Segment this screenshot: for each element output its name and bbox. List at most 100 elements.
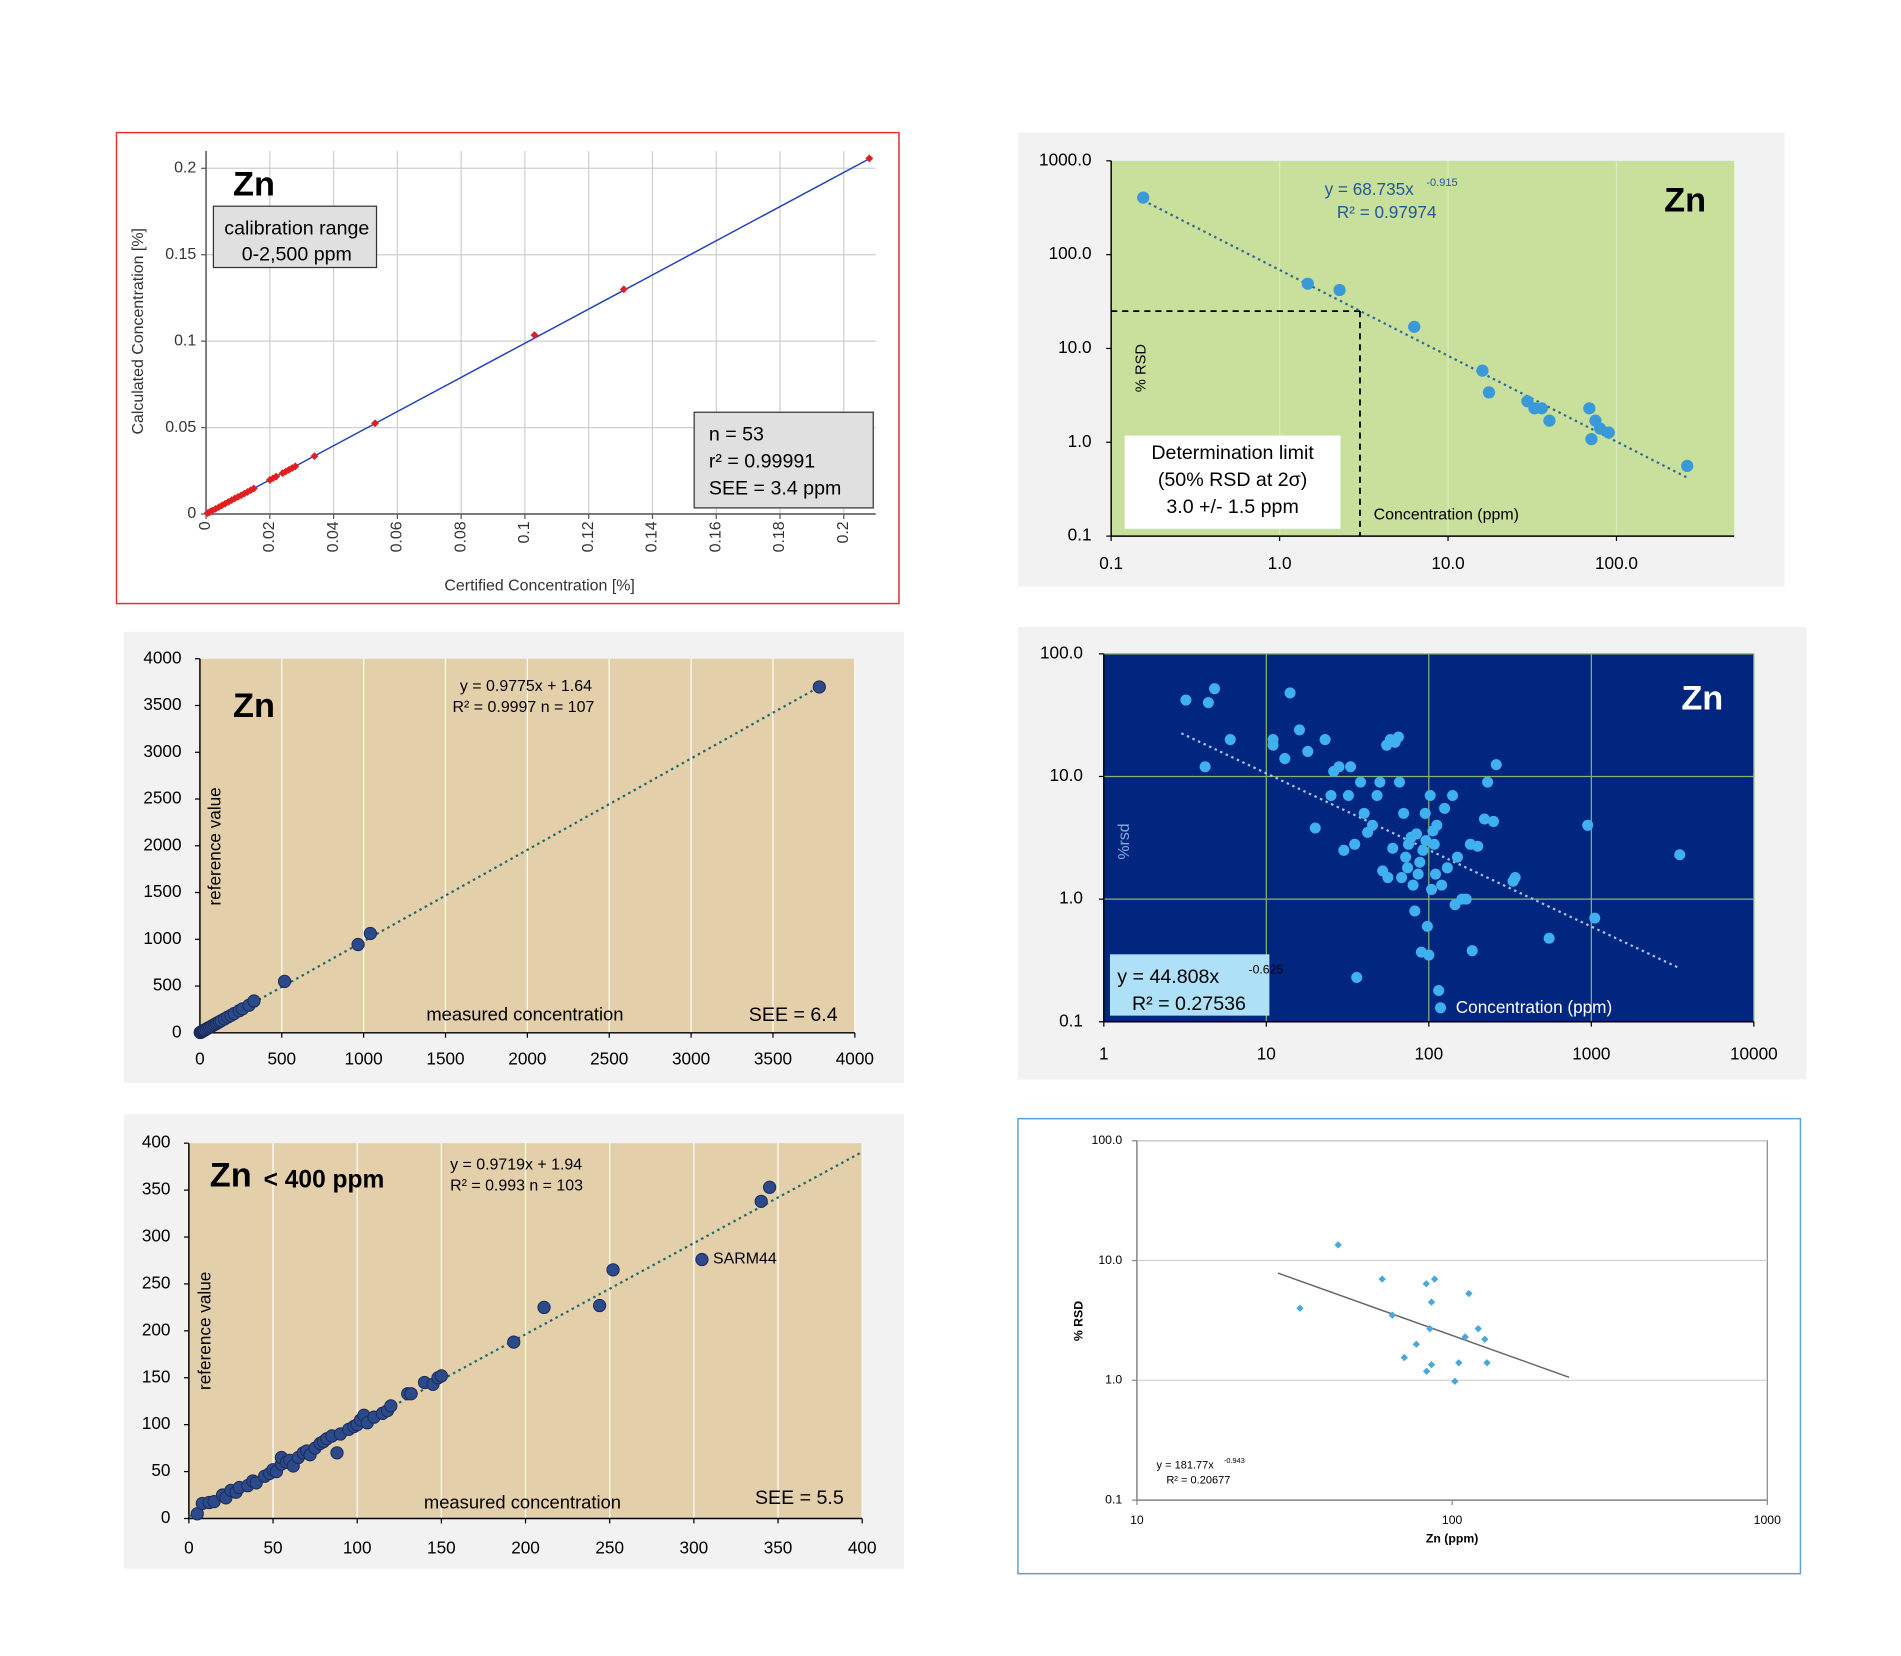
point [277,974,292,989]
annotation: SEE = 5.5 [755,1487,844,1509]
x-tick-label: 1000 [1572,1043,1610,1063]
point [351,937,365,952]
point [1474,1324,1482,1333]
annotation: R² = 0.20677 [1166,1474,1230,1486]
chart-title: Zn [1664,182,1706,220]
point [1487,815,1500,827]
y-tick-label: 10.0 [1098,1253,1122,1267]
y-tick-label: 100 [142,1413,171,1433]
point [1400,851,1412,863]
point [404,1387,418,1401]
point [606,1263,620,1277]
annotation: SEE = 6.4 [749,1004,838,1026]
y-tick-label: 1.0 [1105,1373,1122,1387]
point [754,1194,768,1208]
point [1455,1359,1463,1367]
annotation: 0-2,500 ppm [242,243,352,265]
annotation: n = 53 [709,424,764,446]
annotation: -0.625 [1249,963,1284,977]
annotation: -0.915 [1426,177,1457,189]
point [1396,872,1408,884]
x-tick-label: 0 [195,1048,205,1068]
point [1478,813,1490,825]
x-tick-label: 10000 [1730,1043,1778,1063]
point [507,1335,521,1349]
x-tick-label: 0.16 [707,521,724,552]
point [1422,1367,1431,1375]
chart-panel: 1 10 100 1000 10000 0.1 1.0 10.0 100.0 Zn Concentr… [1017,626,1807,1080]
point [1374,776,1386,788]
y-tick-label: 100.0 [1040,642,1083,662]
x-axis-label: Concentration (ppm) [1374,506,1519,523]
point [1543,932,1555,944]
point [1419,807,1431,819]
point [1202,697,1214,709]
point [1302,745,1314,757]
point [1325,789,1337,802]
point [1351,971,1363,983]
point [1476,364,1489,377]
x-axis-label: Concentration (ppm) [1456,997,1612,1017]
point [1224,734,1236,746]
y-tick-label: 0 [187,505,196,522]
point [1180,694,1192,706]
point [1434,1002,1447,1014]
y-tick-label: 50 [151,1460,170,1480]
x-tick-label: 0.1 [1099,553,1123,573]
point [1460,893,1472,905]
point [1451,1377,1459,1386]
point [434,1369,448,1383]
x-tick-label: 0.04 [325,521,342,552]
x-tick-label: 0.14 [644,521,661,552]
point [363,926,377,941]
y-axis-label: % RSD [1134,344,1150,392]
point [1422,1280,1430,1288]
x-tick-label: 150 [427,1538,456,1558]
annotation: y = 181.77x [1157,1460,1215,1472]
point [1447,789,1459,802]
point [1301,277,1314,290]
x-tick-label: 3000 [672,1048,710,1068]
point [1589,912,1601,924]
x-tick-label: 1000 [345,1048,383,1068]
chart-subtitle: < 400 ppm [264,1167,385,1194]
y-tick-label: 100.0 [1092,1133,1123,1147]
point [1420,835,1432,847]
y-tick-label: 0.1 [1068,525,1092,545]
x-axis-label: measured concentration [424,1492,621,1513]
point [1267,734,1279,746]
annotation: R² = 0.97974 [1337,202,1437,222]
y-tick-label: 350 [142,1179,171,1199]
y-tick-label: 500 [153,975,182,995]
point [1293,724,1306,736]
chart-panel: 0.1 1.0 10.0 100.0 0.1 1.0 10.0 100.0 1000.0 Zn Co… [1017,132,1785,587]
x-tick-label: 0 [197,521,214,530]
point [1509,872,1521,884]
chart-panel: 0 50 100 150 200 250 300 350 400 0 50 100 150 200 250 3… [123,1113,904,1569]
x-tick-label: 0.12 [580,521,597,552]
y-tick-label: 0.1 [1059,1010,1083,1030]
point [1417,844,1429,856]
chart-panel: 0 500 1000 1500 2000 2500 3000 3500 4000 0 500 1000… [123,631,904,1084]
point [1427,1361,1436,1369]
annotation: r² = 0.99991 [709,451,815,473]
x-tick-label: 0 [184,1538,194,1558]
point [1371,789,1383,802]
x-axis-label: Zn (ppm) [1426,1532,1478,1546]
point [1466,945,1478,957]
y-axis-label: reference value [195,1272,215,1390]
y-tick-label: 0.1 [174,332,196,349]
point [1366,819,1378,831]
y-tick-label: 2000 [143,834,181,854]
y-tick-label: 0.1 [1105,1492,1122,1506]
x-tick-label: 350 [764,1538,793,1558]
point [1427,1298,1436,1306]
y-tick-label: 3500 [143,694,181,714]
point [1334,1241,1342,1249]
point [330,1446,344,1460]
x-tick-label: 0.06 [389,521,406,552]
annotation: R² = 0.993 n = 103 [450,1177,583,1194]
trendline [188,1150,863,1518]
annotation: R² = 0.27536 [1132,993,1246,1015]
chart-panel: 0 0.02 0.04 0.06 0.08 0.1 0.12 0.14 0.16 0.18 0.2 0… [115,131,900,605]
